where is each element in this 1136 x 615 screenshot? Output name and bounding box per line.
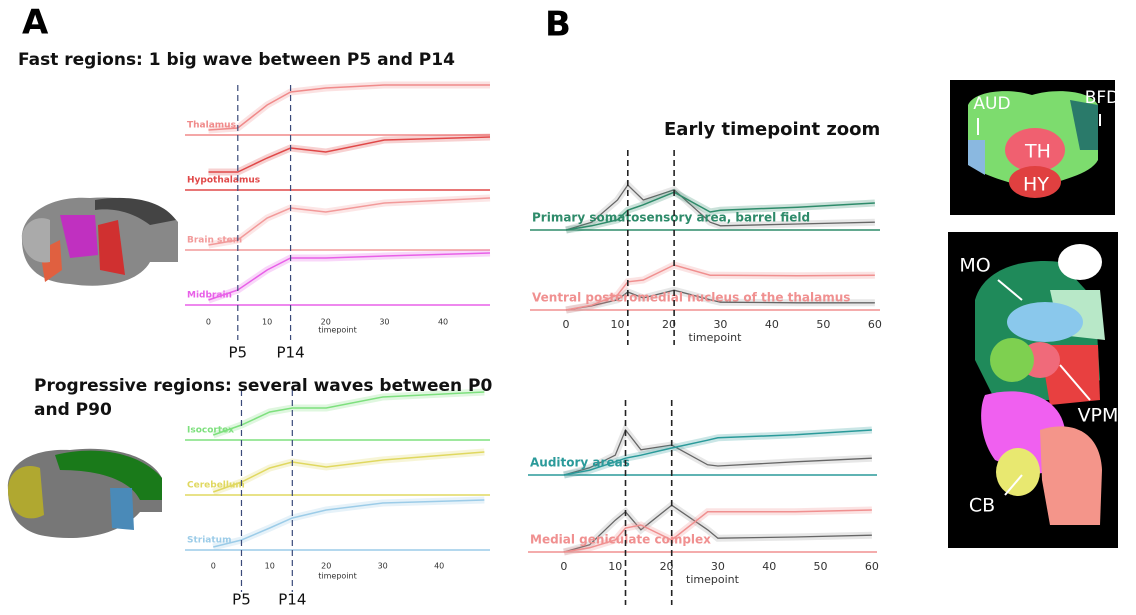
x-tick-label: 0 xyxy=(211,562,216,571)
image-label: BFD xyxy=(1085,88,1120,108)
x-tick-label: 20 xyxy=(660,560,674,573)
series-line xyxy=(212,448,485,496)
x-axis-label: timepoint xyxy=(689,331,743,344)
x-tick-label: 40 xyxy=(434,562,444,571)
row-label: Brain stem xyxy=(187,236,242,246)
x-tick-label: 10 xyxy=(611,318,625,331)
series-line xyxy=(565,264,875,311)
row-label: Cerebellum xyxy=(187,481,245,491)
reference-line xyxy=(563,428,872,476)
marker-label: P14 xyxy=(278,591,306,609)
brain-sketch xyxy=(21,197,179,286)
series-line xyxy=(208,133,491,176)
image-label: MO xyxy=(959,255,990,277)
chart-title: Progressive regions: several waves betwe… xyxy=(34,376,493,420)
row-label: Medial geniculate complex xyxy=(530,533,711,547)
image-label: VPM xyxy=(1078,405,1119,427)
x-tick-label: 30 xyxy=(379,318,389,327)
image-label: HY xyxy=(1023,174,1049,196)
series-line xyxy=(563,429,872,476)
x-tick-label: 30 xyxy=(711,560,725,573)
marker-label: P14 xyxy=(277,344,305,362)
atlas-image: AUD BFD TH HY xyxy=(950,80,1119,215)
x-tick-label: 40 xyxy=(762,560,776,573)
x-tick-label: 60 xyxy=(865,560,879,573)
x-tick-label: 0 xyxy=(560,560,567,573)
x-tick-label: 10 xyxy=(608,560,622,573)
x-axis-label: timepoint xyxy=(686,573,740,586)
x-tick-label: 20 xyxy=(662,318,676,331)
x-tick-label: 40 xyxy=(438,318,448,327)
image-label: AUD xyxy=(973,94,1010,114)
row-label: Hypothalamus xyxy=(187,176,260,186)
x-tick-label: 60 xyxy=(868,318,882,331)
atlas-image: MO VPM CB xyxy=(948,232,1118,548)
reference-line xyxy=(563,504,872,553)
series-line xyxy=(213,499,485,548)
series-line xyxy=(208,84,490,131)
row-label: Auditory areas xyxy=(530,456,630,470)
x-axis-label: timepoint xyxy=(318,572,356,581)
series-line xyxy=(207,249,491,304)
series-line xyxy=(207,194,491,249)
series-line xyxy=(208,81,490,134)
reference-line xyxy=(565,183,875,231)
series-line xyxy=(565,191,875,231)
x-tick-label: 50 xyxy=(814,560,828,573)
row-label: Midbrain xyxy=(187,291,232,301)
x-tick-label: 10 xyxy=(265,562,275,571)
x-tick-label: 40 xyxy=(765,318,779,331)
marker-label: P5 xyxy=(228,344,247,362)
x-tick-label: 0 xyxy=(563,318,570,331)
x-tick-label: 0 xyxy=(206,318,211,327)
panel-label: A xyxy=(22,3,49,43)
row-label: Striatum xyxy=(187,536,231,546)
series-line xyxy=(563,509,872,553)
reference-line xyxy=(565,289,875,311)
chart-title: Early timepoint zoom xyxy=(664,119,881,140)
brain-sketch xyxy=(7,448,163,539)
panel-label: B xyxy=(545,5,571,45)
image-label: TH xyxy=(1024,141,1051,163)
x-axis-label: timepoint xyxy=(318,326,356,335)
row-label: Isocortex xyxy=(187,426,234,436)
x-tick-label: 50 xyxy=(816,318,830,331)
marker-label: P5 xyxy=(232,591,251,609)
chart-title: Fast regions: 1 big wave between P5 and … xyxy=(18,50,455,70)
image-label: CB xyxy=(969,495,995,517)
x-tick-label: 20 xyxy=(321,562,331,571)
row-label: Primary somatosensory area, barrel field xyxy=(532,211,810,225)
x-tick-label: 30 xyxy=(378,562,388,571)
x-tick-label: 10 xyxy=(262,318,272,327)
row-label: Ventral posteromedial nucleus of the tha… xyxy=(532,291,850,305)
x-tick-label: 30 xyxy=(713,318,727,331)
row-label: Thalamus xyxy=(187,121,236,131)
x-tick-label: 20 xyxy=(321,318,331,327)
